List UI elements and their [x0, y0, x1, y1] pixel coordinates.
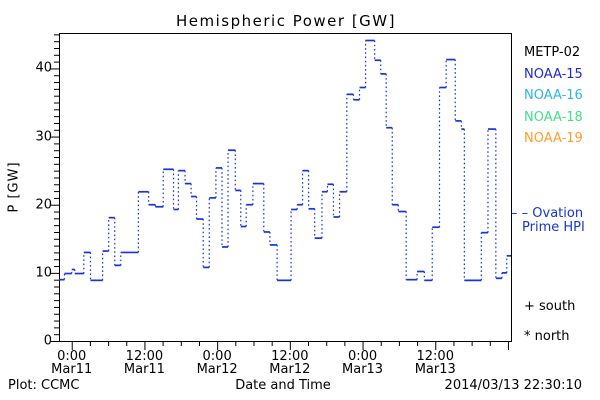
legend-item-metp-02: METP-02	[524, 45, 581, 60]
x-tick-label: 12:00 Mar11	[124, 350, 165, 376]
plot-frame	[59, 33, 512, 342]
x-tick-date: Mar11	[123, 362, 165, 377]
x-tick-date: Mar12	[196, 362, 238, 377]
ovation-legend: – – Ovation Prime HPI	[511, 207, 599, 235]
x-tick-label: 12:00 Mar12	[269, 350, 310, 376]
x-tick-date: Mar13	[414, 362, 456, 377]
satellite-legend: METP-02 NOAA-15 NOAA-16 NOAA-18 NOAA-19	[524, 42, 598, 150]
y-tick-label: 20	[35, 197, 52, 213]
y-axis-ticks	[50, 34, 59, 342]
ovation-legend-line2: Prime HPI	[522, 220, 585, 235]
legend-item-noaa-16: NOAA-16	[524, 88, 583, 103]
x-tick-time: 12:00	[416, 349, 454, 364]
x-tick-time: 0:00	[57, 349, 87, 364]
x-tick-time: 0:00	[347, 349, 378, 364]
y-tick-label: 40	[35, 60, 52, 76]
plot-source-label: Plot: CCMC	[8, 378, 80, 393]
legend-item-noaa-15: NOAA-15	[524, 66, 583, 82]
hpi-step-series	[59, 39, 511, 282]
y-tick-label: 0	[43, 333, 52, 349]
plot-border	[59, 33, 512, 342]
y-tick-labels: 0 10 20 30 40	[0, 0, 52, 400]
y-tick-label: 10	[35, 265, 52, 281]
x-tick-date: Mar13	[342, 362, 384, 377]
ovation-legend-line1: – – Ovation	[511, 206, 584, 221]
x-tick-time: 12:00	[125, 349, 164, 364]
x-tick-label: 12:00 Mar13	[415, 350, 456, 376]
x-axis-ticks	[71, 341, 509, 350]
plot-timestamp: 2014/03/13 22:30:10	[444, 378, 582, 393]
x-tick-time: 0:00	[202, 349, 232, 364]
north-marker-label: * north	[524, 329, 570, 344]
x-tick-date: Mar12	[269, 362, 311, 377]
x-tick-label: 0:00 Mar11	[51, 350, 92, 376]
legend-item-noaa-19: NOAA-19	[524, 131, 583, 146]
south-marker-label: + south	[524, 299, 576, 314]
x-tick-label: 0:00 Mar13	[342, 350, 383, 376]
y-tick-label: 30	[35, 129, 52, 145]
legend-item-noaa-18: NOAA-18	[524, 109, 583, 125]
x-axis-title: Date and Time	[235, 378, 331, 393]
x-tick-label: 0:00 Mar12	[197, 350, 238, 376]
x-tick-time: 12:00	[271, 349, 309, 364]
x-tick-date: Mar11	[51, 362, 93, 377]
page-title: Hemispheric Power [GW]	[176, 12, 396, 30]
